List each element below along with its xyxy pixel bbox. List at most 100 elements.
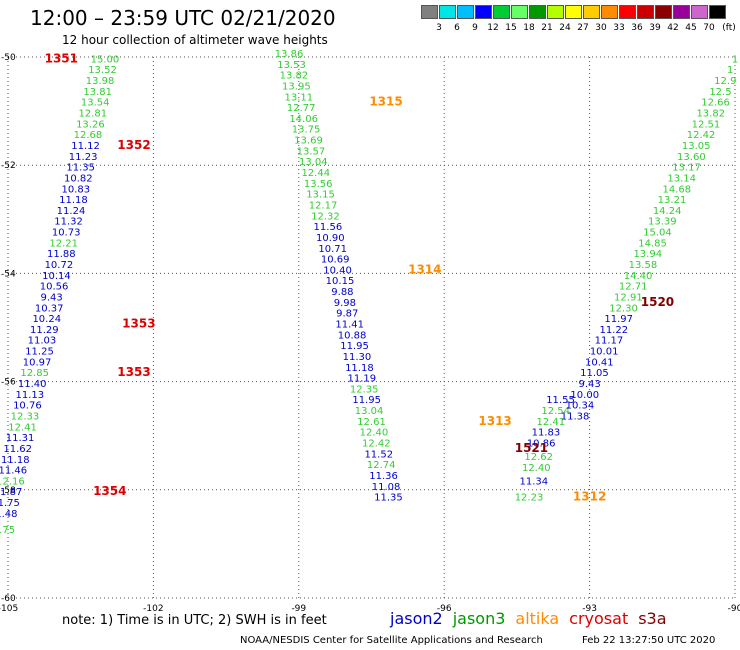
wave-height-value: 10.97	[23, 357, 52, 368]
wave-height-value: 11.32	[54, 217, 83, 228]
wave-height-value: 10.37	[35, 303, 64, 314]
orbit-pass-label: 1521	[515, 441, 548, 455]
wave-height-value: 10.83	[62, 184, 91, 195]
map-subtitle: 12 hour collection of altimeter wave hei…	[62, 33, 328, 47]
wave-height-value: 13.69	[294, 136, 323, 147]
wave-height-value: 12.40	[360, 428, 389, 439]
orbit-pass-label: 1520	[641, 295, 674, 309]
wave-height-value: 14.06	[289, 114, 318, 125]
wave-height-value: 11.18	[59, 195, 88, 206]
wave-height-value: 13.82	[696, 109, 725, 120]
color-bin-swatch	[475, 5, 492, 19]
orbit-pass-label: 1315	[369, 95, 402, 109]
color-bin-swatch	[457, 5, 474, 19]
wave-height-value: 11.95	[352, 395, 381, 406]
wave-height-value: 11.56	[314, 222, 343, 233]
color-bin-label: 39	[649, 23, 661, 33]
wave-height-value: 11.48	[0, 509, 17, 520]
timestamp: Feb 22 13:27:50 UTC 2020	[582, 635, 716, 646]
wave-height-value: 9.43	[578, 379, 600, 390]
wave-height-value: 12.85	[20, 368, 49, 379]
wave-height-value: 10.88	[338, 330, 367, 341]
wave-height-value: 10.86	[527, 439, 556, 450]
wave-height-value: 14.24	[653, 206, 682, 217]
wave-height-value: 11.40	[18, 379, 47, 390]
wave-height-value: 12.41	[537, 417, 566, 428]
color-bin-swatch	[691, 5, 708, 19]
wave-height-value: 11.24	[57, 206, 86, 217]
wave-height-value: 11.75	[0, 498, 20, 509]
wave-height-value: 15.00	[91, 54, 120, 65]
wave-height-value: 12.30	[609, 303, 638, 314]
color-bin-swatch	[601, 5, 618, 19]
wave-height-value: 11.13	[15, 390, 44, 401]
color-bin-label: 3	[436, 23, 442, 33]
wave-height-value: 13.86	[275, 49, 304, 60]
wave-height-value: 10.73	[52, 228, 81, 239]
wave-height-value: 12.41	[8, 422, 37, 433]
wave-height-value: 10.14	[42, 271, 71, 282]
wave-height-value: 13.54	[81, 98, 110, 109]
wave-height-value: 13.94	[633, 249, 662, 260]
color-bin-label: 36	[631, 23, 643, 33]
latitude-tick-label: -54	[1, 269, 16, 279]
color-bin-swatch	[565, 5, 582, 19]
satellite-legend-item: s3a	[638, 609, 667, 628]
orbit-pass-label: 1351	[45, 51, 78, 65]
wave-height-value: 11.19	[347, 374, 376, 385]
wave-height-value: 13.14	[667, 173, 696, 184]
wave-height-value: 11.29	[30, 325, 59, 336]
wave-height-value: 12.5	[709, 87, 731, 98]
longitude-tick-label: -90	[728, 604, 740, 614]
longitude-tick-label: -93	[582, 604, 597, 614]
latitude-tick-label: -50	[1, 53, 16, 63]
color-bin-swatch	[493, 5, 510, 19]
color-bin-label: 21	[541, 23, 553, 33]
color-bin-label: 12	[487, 23, 499, 33]
latitude-tick-label: -52	[1, 161, 16, 171]
wave-height-value: 11.88	[47, 249, 76, 260]
wave-height-value: 10.76	[13, 401, 42, 412]
wave-height-value: 10.82	[64, 173, 93, 184]
wave-height-value: 10.00	[570, 390, 599, 401]
wave-height-value: 10.72	[45, 260, 74, 271]
wave-height-value: 13.39	[648, 217, 677, 228]
latitude-tick-label: -58	[1, 486, 16, 496]
wave-height-value: 13.58	[629, 260, 658, 271]
color-bin-swatch	[673, 5, 690, 19]
satellite-legend-item: jason3	[452, 609, 506, 628]
color-bin-swatch	[583, 5, 600, 19]
color-bin-label: 45	[685, 23, 697, 33]
wave-height-value: 12.9	[714, 76, 736, 87]
wave-height-value: 13.26	[76, 119, 105, 130]
wave-height-value: 10.24	[32, 314, 61, 325]
color-bin-swatch	[709, 5, 726, 19]
wave-height-value: 11.22	[600, 325, 629, 336]
color-bin-swatch	[529, 5, 546, 19]
wave-height-value: 12.66	[701, 98, 730, 109]
wave-height-value: 12.17	[309, 200, 338, 211]
wave-height-value: 11.31	[6, 433, 35, 444]
wave-height-value: 12.74	[367, 460, 396, 471]
satellite-legend-item: altika	[515, 609, 560, 628]
wave-height-value: 11.34	[520, 476, 549, 487]
color-scale-unit: (ft)	[722, 23, 736, 33]
color-bin-swatch	[421, 5, 438, 19]
orbit-pass-label: 1353	[117, 365, 150, 379]
wave-height-value: 11.12	[71, 141, 100, 152]
longitude-tick-label: -102	[143, 604, 163, 614]
wave-height-value: 12.54	[541, 406, 570, 417]
wave-height-value: 12.23	[515, 493, 544, 504]
color-bin-swatch	[637, 5, 654, 19]
wave-height-value: 12.21	[49, 238, 78, 249]
wave-height-value: 10.41	[585, 357, 614, 368]
wave-height-value: 11.05	[580, 368, 609, 379]
wave-height-value: 13.21	[658, 195, 687, 206]
color-bin-label: 30	[595, 23, 607, 33]
wave-height-value: 13.56	[304, 179, 333, 190]
wave-height-value: 11.18	[1, 455, 30, 466]
wave-height-value: 13.60	[677, 152, 706, 163]
wave-height-value: 13.04	[299, 157, 328, 168]
wave-height-value: 12.61	[357, 417, 386, 428]
wave-height-value: 13.81	[83, 87, 112, 98]
